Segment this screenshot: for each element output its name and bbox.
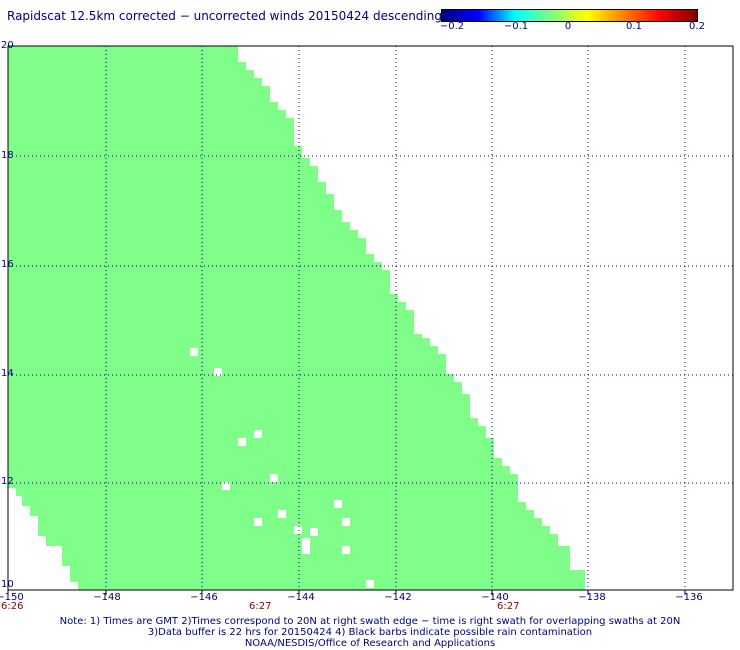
no-data-cell (214, 368, 222, 376)
colorbar-tick: −0.1 (503, 21, 529, 32)
pass-time: 6:26 (1, 601, 24, 612)
grid-lines (7, 46, 733, 595)
no-data-cell (302, 538, 310, 546)
map-frame (7, 45, 734, 591)
colorbar (441, 9, 698, 22)
colorbar-tick: 0.1 (626, 21, 642, 32)
no-data-cell (278, 510, 286, 518)
no-data-cell (342, 546, 350, 554)
lon-label: −140 (481, 592, 509, 603)
map-title: Rapidscat 12.5km corrected − uncorrected… (7, 9, 442, 23)
pass-time: 6:27 (497, 601, 520, 612)
no-data-cell (30, 528, 38, 536)
no-data-cell (342, 518, 350, 526)
note-line: Note: 1) Times are GMT 2)Times correspon… (59, 616, 681, 627)
note-line: NOAA/NESDIS/Office of Research and Appli… (244, 638, 496, 649)
swath-coverage (8, 46, 585, 590)
no-data-cell (294, 526, 302, 534)
lon-label: −148 (93, 592, 121, 603)
lon-label: −146 (190, 592, 218, 603)
lat-label: 14 (1, 368, 14, 379)
lat-label: 10 (1, 579, 14, 590)
no-data-cell (366, 580, 374, 588)
no-data-cell (238, 438, 246, 446)
no-data-cell (254, 430, 262, 438)
lon-label: −144 (287, 592, 315, 603)
lat-label: 12 (1, 476, 14, 487)
no-data-cell (270, 474, 278, 482)
colorbar-tick: 0.2 (689, 21, 705, 32)
no-data-cell (222, 482, 230, 490)
pass-time: 6:27 (249, 601, 272, 612)
colorbar-tick: 0 (564, 21, 572, 32)
lat-label: 16 (1, 259, 14, 270)
no-data-cell (254, 518, 262, 526)
colorbar-tick: −0.2 (439, 21, 465, 32)
lon-label: −136 (675, 592, 703, 603)
no-data-cell (302, 546, 310, 554)
lon-label: −150 (0, 592, 24, 603)
no-data-cell (334, 500, 342, 508)
note-line: 3)Data buffer is 22 hrs for 20150424 4) … (147, 627, 593, 638)
lat-label: 18 (1, 150, 14, 161)
no-data-cells (30, 348, 374, 588)
no-data-cell (38, 538, 46, 546)
lon-label: −138 (578, 592, 606, 603)
no-data-cell (190, 348, 198, 356)
no-data-cell (310, 528, 318, 536)
lon-label: −142 (384, 592, 412, 603)
lat-label: 20 (1, 40, 14, 51)
